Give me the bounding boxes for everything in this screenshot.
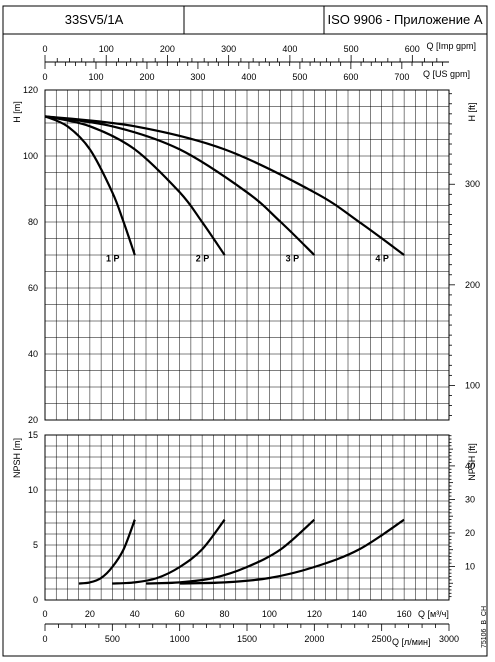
ft-tick-label: 30 [465,494,475,504]
npsh-curve-1 [78,519,136,585]
lmin-tick-label: 1500 [237,634,257,644]
outer-frame [2,5,488,657]
top-axis-imp-label: Q [Imp gpm] [426,41,476,51]
y-tick-label: 100 [23,151,38,161]
head-curve-3 [44,115,316,256]
npsh-curves [78,518,405,585]
m3h-tick-label: 0 [42,609,47,619]
bottom-axis-m3h-label: Q [м³/ч] [418,609,449,619]
y-tick-label: 20 [28,415,38,425]
npsh-plot-frame [44,434,450,601]
head-grid [45,90,449,420]
top-axis-imp: 0 100 200 300 400 500 600 [42,44,438,62]
y-tick-label: 10 [28,485,38,495]
head-curves [44,115,405,256]
bottom-axis-m3h: 0 20 40 60 80 100 120 140 160 [42,609,411,619]
head-ylabel-left: H [m] [12,101,22,123]
lmin-tick-label: 2000 [304,634,324,644]
m3h-tick-label: 20 [85,609,95,619]
us-tick-label: 0 [42,72,47,82]
npsh-curve-2 [112,519,226,585]
m3h-tick-label: 100 [262,609,277,619]
us-tick-label: 500 [292,72,307,82]
y-tick-label: 60 [28,283,38,293]
lmin-tick-label: 0 [42,634,47,644]
head-ft-ticks: 100 200 300 [449,93,480,416]
npsh-panel: 0 5 10 15 10 20 30 40 NPSH [m] NPSH [ft] [12,430,477,605]
ft-tick-label: 20 [465,528,475,538]
y-tick-label: 120 [23,85,38,95]
m3h-tick-label: 60 [175,609,185,619]
npsh-ft-ticks: 10 20 30 40 [449,435,475,598]
lmin-tick-label: 500 [105,634,120,644]
us-tick-label: 400 [241,72,256,82]
top-axis-us-label: Q [US gpm] [423,69,470,79]
curve-label-1: 1 P [106,254,120,264]
ft-tick-label: 100 [465,380,480,390]
head-ylabel-right: H [ft] [467,102,477,121]
ft-tick-label: 200 [465,280,480,290]
imp-tick-label: 0 [42,44,47,54]
side-code: 75106_B_CH [481,606,488,648]
head-curve-labels: 1 P 2 P 3 P 4 P [106,254,389,264]
y-tick-label: 15 [28,430,38,440]
y-tick-label: 0 [33,595,38,605]
us-tick-label: 300 [190,72,205,82]
y-tick-label: 80 [28,217,38,227]
imp-tick-label: 200 [160,44,175,54]
imp-tick-label: 500 [344,44,359,54]
us-tick-label: 200 [139,72,154,82]
npsh-curve-4 [179,518,405,585]
imp-tick-label: 300 [221,44,236,54]
curve-label-3: 3 P [286,254,300,264]
y-tick-label: 40 [28,349,38,359]
curve-label-4: 4 P [375,254,389,264]
ft-tick-label: 300 [465,179,480,189]
imp-tick-label: 600 [405,44,420,54]
us-tick-label: 100 [88,72,103,82]
imp-tick-label: 400 [282,44,297,54]
curve-label-2: 2 P [196,254,210,264]
us-tick-label: 700 [394,72,409,82]
npsh-yticks: 0 5 10 15 [28,430,38,605]
m3h-tick-label: 120 [307,609,322,619]
m3h-tick-label: 40 [130,609,140,619]
npsh-curve-3 [145,518,316,585]
us-tick-label: 600 [343,72,358,82]
top-axis-us: 0 100 200 300 400 500 600 700 [42,62,444,82]
model-title: 33SV5/1A [65,12,124,27]
npsh-ylabel-left: NPSH [m] [12,438,22,478]
m3h-tick-label: 160 [397,609,412,619]
bottom-axis-lmin-label: Q [л/мин] [392,637,430,647]
head-panel: 20 40 60 80 100 120 100 200 300 1 P 2 P 3 P 4 P H … [12,85,480,425]
lmin-tick-label: 2500 [372,634,392,644]
m3h-tick-label: 140 [352,609,367,619]
ft-tick-label: 40 [465,461,475,471]
head-curve-1 [44,115,136,256]
npsh-grid [45,435,449,600]
ft-tick-label: 10 [465,561,475,571]
m3h-tick-label: 80 [220,609,230,619]
npsh-ylabel-right: NPSH [ft] [467,443,477,481]
imp-tick-label: 100 [99,44,114,54]
standard-title: ISO 9906 - Приложение A [327,12,482,27]
lmin-tick-label: 3000 [439,634,459,644]
bottom-axis-lmin: 0 500 1000 1500 2000 2500 3000 [42,624,459,644]
lmin-tick-label: 1000 [170,634,190,644]
y-tick-label: 5 [33,540,38,550]
head-curve-2 [44,115,226,256]
head-curve-4 [44,115,405,256]
head-yticks: 20 40 60 80 100 120 [23,85,38,425]
